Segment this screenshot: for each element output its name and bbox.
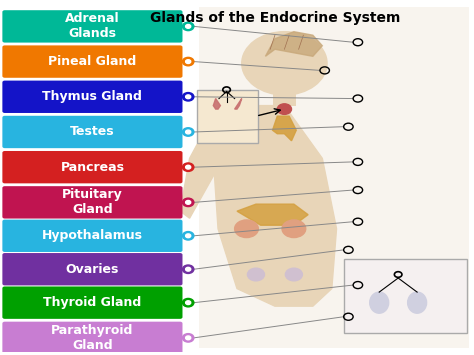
Circle shape: [282, 220, 306, 237]
Circle shape: [182, 93, 194, 101]
Circle shape: [186, 165, 191, 169]
FancyBboxPatch shape: [2, 220, 182, 252]
Text: Thymus Gland: Thymus Gland: [43, 90, 142, 103]
FancyBboxPatch shape: [199, 7, 469, 348]
FancyBboxPatch shape: [197, 90, 258, 143]
Polygon shape: [180, 113, 228, 218]
Text: Parathyroid
Gland: Parathyroid Gland: [51, 324, 134, 352]
FancyBboxPatch shape: [2, 151, 182, 184]
Circle shape: [182, 128, 194, 136]
FancyBboxPatch shape: [344, 259, 467, 333]
Text: Pineal Gland: Pineal Gland: [48, 55, 137, 68]
Text: Adrenal
Glands: Adrenal Glands: [65, 12, 120, 40]
Text: Glands of the Endocrine System: Glands of the Endocrine System: [150, 11, 400, 24]
Polygon shape: [213, 99, 220, 109]
FancyBboxPatch shape: [273, 92, 296, 105]
FancyBboxPatch shape: [2, 186, 182, 219]
Circle shape: [186, 301, 191, 305]
Circle shape: [182, 198, 194, 207]
Circle shape: [182, 22, 194, 31]
Text: Pancreas: Pancreas: [60, 161, 125, 174]
Circle shape: [247, 268, 264, 281]
Text: Hypothalamus: Hypothalamus: [42, 229, 143, 242]
Circle shape: [182, 58, 194, 66]
Circle shape: [186, 130, 191, 134]
Text: Thyroid Gland: Thyroid Gland: [43, 296, 142, 309]
Polygon shape: [265, 32, 322, 56]
FancyBboxPatch shape: [2, 81, 182, 113]
Polygon shape: [273, 116, 296, 141]
Circle shape: [186, 60, 191, 64]
Circle shape: [186, 201, 191, 204]
Circle shape: [186, 95, 191, 99]
Circle shape: [182, 299, 194, 307]
Text: Ovaries: Ovaries: [66, 263, 119, 276]
Text: Pituitary
Gland: Pituitary Gland: [62, 189, 123, 216]
FancyBboxPatch shape: [2, 253, 182, 285]
Text: Testes: Testes: [70, 125, 115, 138]
Circle shape: [186, 24, 191, 28]
Ellipse shape: [370, 292, 389, 313]
Circle shape: [186, 336, 191, 340]
Ellipse shape: [408, 292, 427, 313]
Circle shape: [235, 220, 258, 237]
Polygon shape: [213, 105, 337, 306]
FancyBboxPatch shape: [2, 116, 182, 148]
Circle shape: [182, 265, 194, 273]
FancyBboxPatch shape: [2, 286, 182, 319]
Circle shape: [285, 268, 302, 281]
FancyBboxPatch shape: [2, 10, 182, 43]
Circle shape: [182, 231, 194, 240]
FancyBboxPatch shape: [2, 322, 182, 354]
Polygon shape: [235, 99, 242, 109]
Circle shape: [242, 32, 327, 95]
Circle shape: [186, 234, 191, 238]
FancyBboxPatch shape: [2, 45, 182, 78]
Circle shape: [182, 163, 194, 171]
Circle shape: [277, 104, 292, 114]
Circle shape: [182, 334, 194, 342]
Polygon shape: [237, 204, 308, 225]
Circle shape: [186, 267, 191, 271]
